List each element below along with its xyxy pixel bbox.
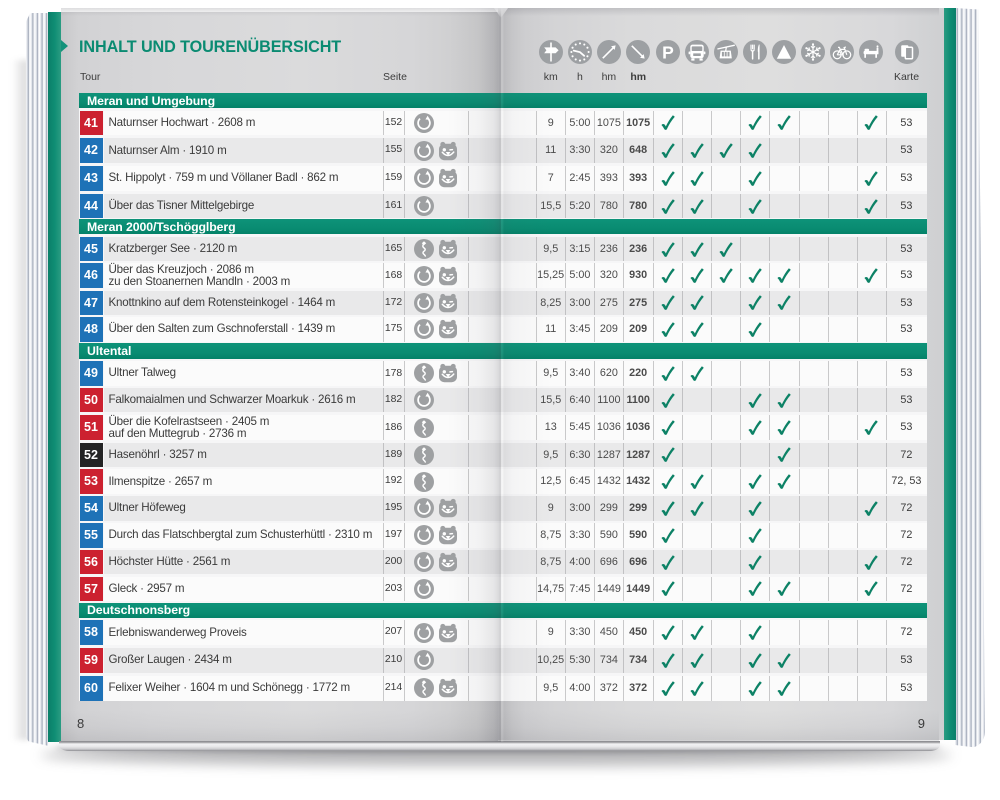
svg-text:P: P xyxy=(662,42,674,62)
